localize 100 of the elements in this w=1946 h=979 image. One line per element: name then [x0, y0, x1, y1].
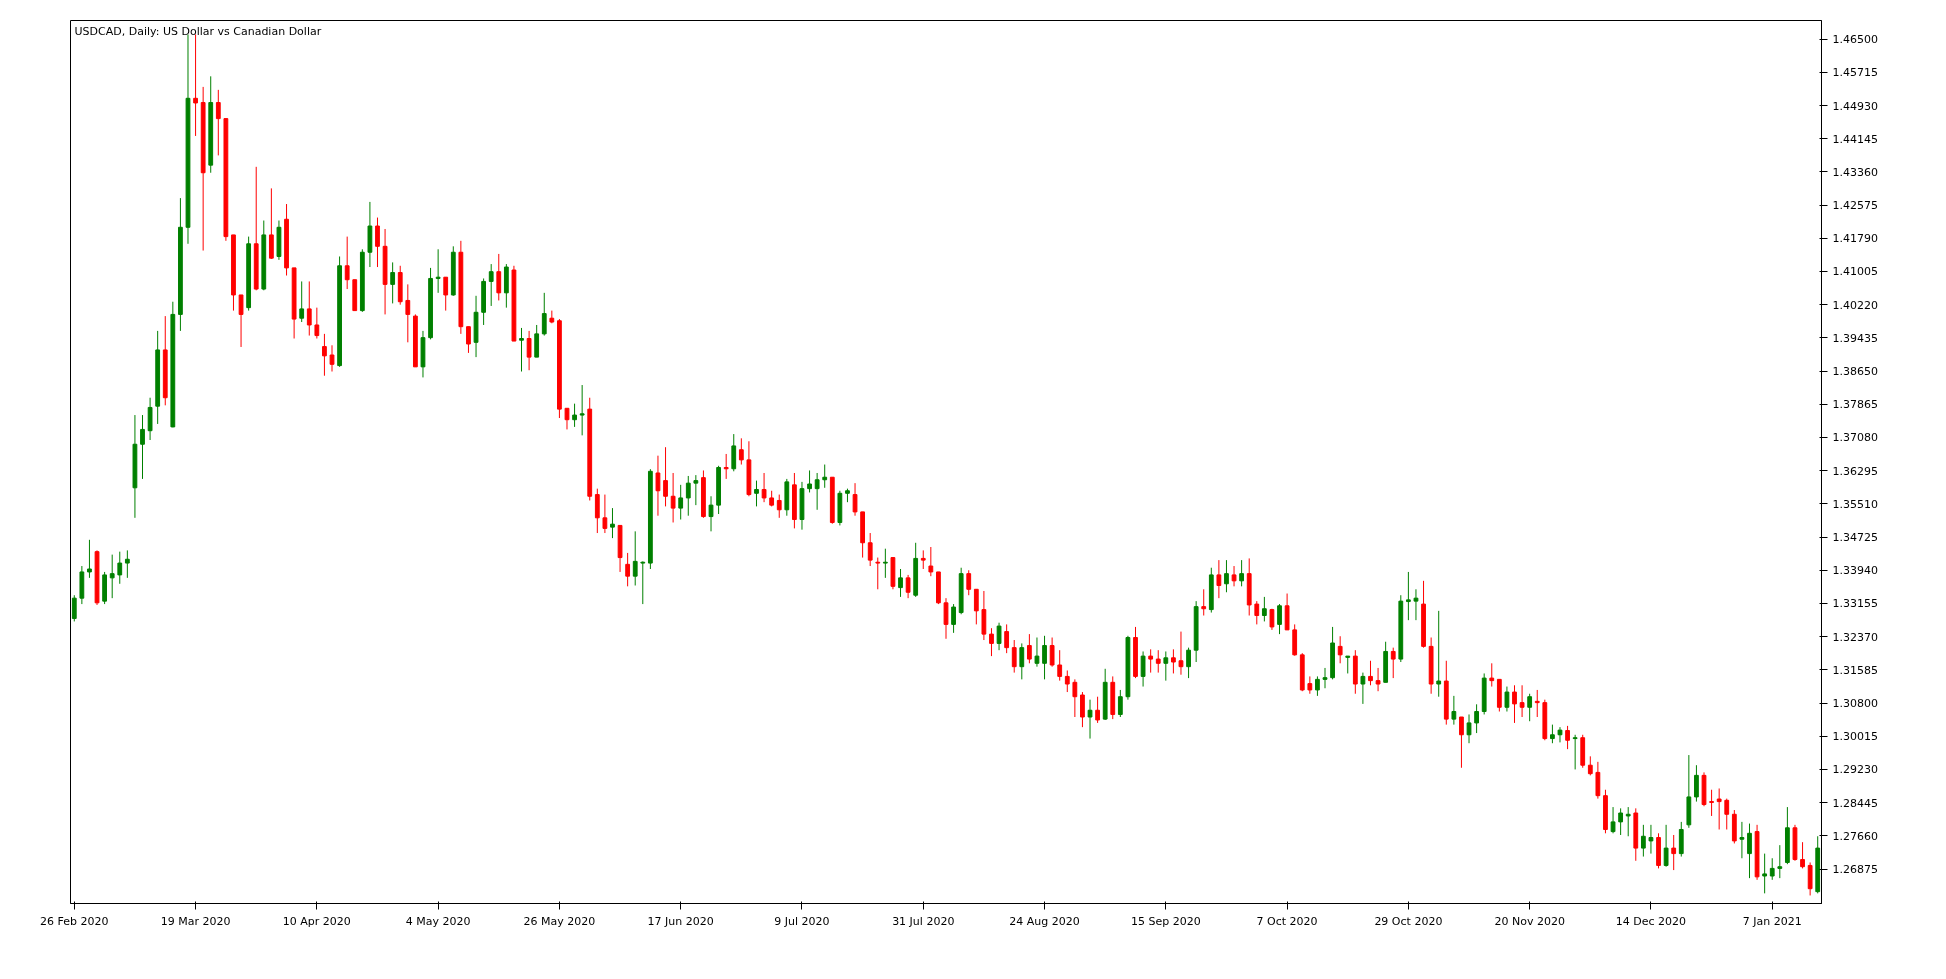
candlestick	[685, 475, 691, 517]
candlestick	[625, 552, 631, 587]
candlestick	[1807, 861, 1813, 896]
x-tick-label: 26 Feb 2020	[40, 914, 109, 928]
candlestick	[655, 455, 661, 517]
candlestick	[322, 333, 327, 377]
candlestick	[1261, 596, 1267, 622]
candlestick	[1504, 686, 1510, 713]
x-tick-label: 31 Jul 2020	[892, 914, 955, 928]
y-tick-label: 1.45715	[1832, 66, 1878, 80]
candlestick	[678, 484, 684, 521]
candlestick	[693, 474, 699, 506]
y-tick-label: 1.37080	[1832, 431, 1878, 445]
candlestick	[519, 327, 524, 372]
y-tick-label: 1.33155	[1832, 597, 1878, 611]
y-tick-label: 1.27660	[1832, 829, 1878, 843]
candlestick	[989, 627, 994, 657]
candlestick	[670, 472, 676, 523]
candlestick	[875, 557, 881, 590]
x-tick-label: 24 Aug 2020	[1009, 914, 1080, 928]
x-tick-label: 7 Oct 2020	[1256, 914, 1318, 928]
y-tick-label: 1.39435	[1832, 331, 1878, 345]
candlestick	[1390, 647, 1396, 679]
candlestick	[1474, 703, 1479, 734]
candlestick	[1049, 637, 1055, 668]
candlestick	[1405, 571, 1411, 621]
candlestick	[610, 507, 615, 539]
candlestick	[1724, 798, 1730, 830]
candlestick	[1080, 691, 1085, 728]
candlestick	[663, 446, 668, 507]
candlestick	[299, 280, 305, 323]
candlestick	[1451, 695, 1457, 726]
candlestick	[1769, 857, 1775, 881]
candlestick	[1800, 841, 1805, 869]
candlestick	[776, 494, 782, 519]
candlestick	[973, 588, 979, 625]
x-tick-label: 14 Dec 2020	[1615, 914, 1687, 928]
candlestick	[572, 403, 577, 428]
candlestick	[943, 597, 949, 640]
x-tick-label: 26 May 2020	[523, 914, 596, 928]
candlestick	[1026, 633, 1032, 664]
candlestick	[238, 294, 244, 348]
y-tick-label: 1.35510	[1832, 497, 1878, 511]
candlestick	[1019, 642, 1025, 680]
x-tick-label: 7 Jan 2021	[1742, 914, 1802, 928]
candlestick	[905, 574, 911, 599]
candlestick	[1171, 648, 1176, 674]
candlestick	[390, 261, 396, 304]
candlestick	[1572, 734, 1578, 770]
candlestick	[1239, 559, 1245, 587]
candlestick	[1519, 684, 1525, 718]
candlestick	[1216, 559, 1222, 599]
candlestick	[1042, 635, 1047, 680]
candlestick	[1436, 610, 1442, 698]
candlestick	[731, 433, 737, 472]
candlestick	[147, 397, 153, 441]
candlestick	[488, 263, 494, 307]
candlestick	[738, 437, 744, 466]
candlestick	[966, 569, 972, 596]
candlestick	[71, 594, 77, 622]
candlestick	[109, 554, 115, 599]
candlestick	[526, 330, 532, 371]
candlestick	[140, 414, 145, 480]
y-tick-label: 1.30800	[1832, 697, 1878, 711]
candlestick	[1489, 662, 1495, 688]
candlestick	[594, 488, 600, 534]
y-tick-label: 1.37865	[1832, 398, 1878, 412]
candlestick	[1201, 588, 1207, 617]
candlestick	[1117, 689, 1123, 718]
candlestick	[761, 472, 767, 503]
candlestick	[541, 292, 547, 337]
x-tick-label: 10 Apr 2020	[282, 914, 351, 928]
candlestick	[1671, 834, 1677, 871]
candlestick	[1064, 669, 1070, 693]
x-tick-label: 4 May 2020	[405, 914, 471, 928]
candlestick	[466, 326, 471, 354]
candlestick	[1739, 821, 1745, 859]
y-tick-label: 1.26875	[1832, 863, 1878, 877]
chart-title: USDCAD, Daily: US Dollar vs Canadian Dollar	[74, 24, 322, 38]
y-tick-label: 1.33940	[1832, 564, 1878, 578]
candlestick	[1762, 853, 1768, 894]
candlestick	[1322, 667, 1328, 689]
candlestick	[1640, 824, 1646, 858]
candlestick	[1087, 699, 1093, 740]
candlestick	[1186, 647, 1191, 679]
candlestick	[1527, 693, 1533, 722]
candlestick	[754, 480, 759, 507]
candlestick	[1587, 755, 1593, 776]
candlestick	[1747, 823, 1752, 879]
candlestick	[579, 384, 585, 436]
y-tick-label: 1.30015	[1832, 730, 1878, 744]
y-tick-label: 1.36295	[1832, 464, 1878, 478]
candlestick	[852, 482, 858, 517]
x-tick-label: 15 Sep 2020	[1130, 914, 1201, 928]
y-tick-label: 1.41005	[1832, 265, 1878, 279]
candlestick	[1512, 684, 1517, 724]
candlestick	[640, 560, 646, 605]
candlestick	[920, 549, 926, 570]
candlestick	[1565, 725, 1570, 750]
candlestick	[1694, 764, 1699, 803]
